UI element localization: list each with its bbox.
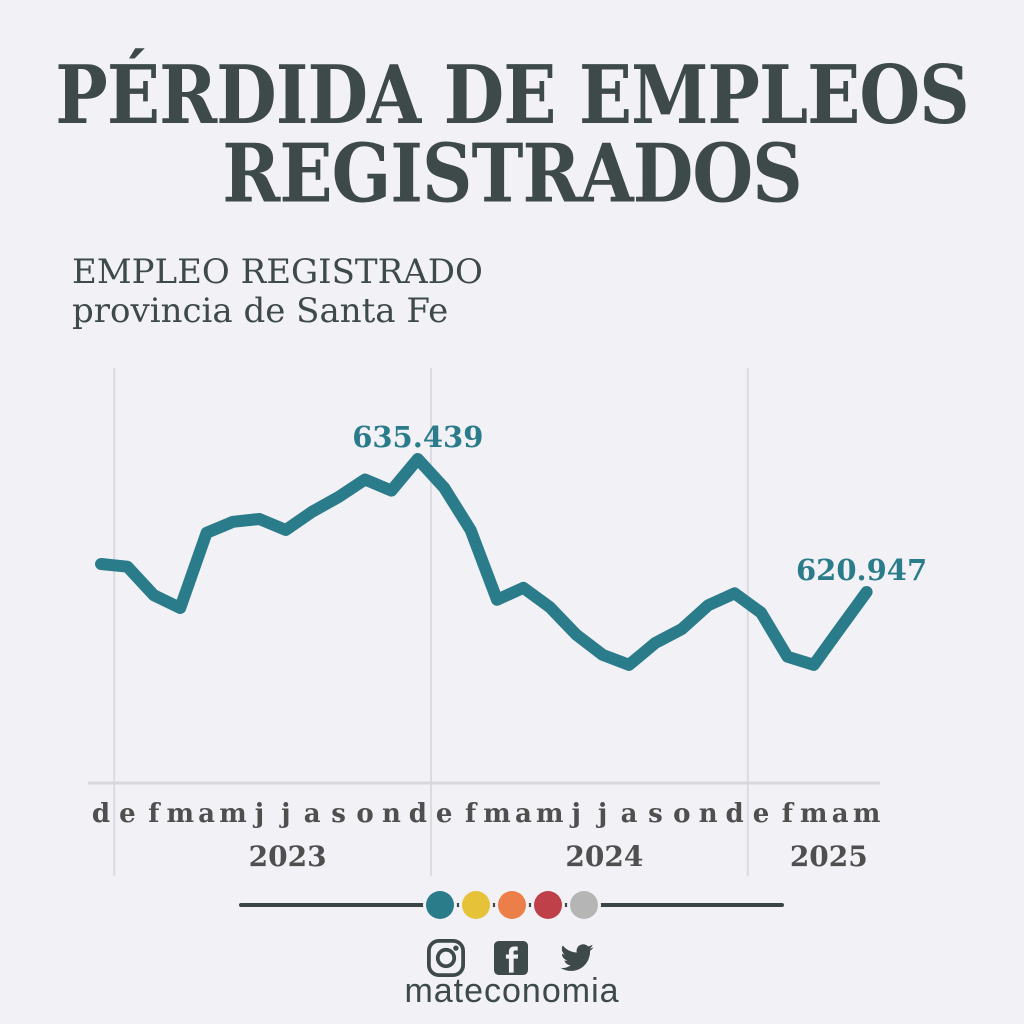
peak-value-label: 635.439 <box>352 420 483 454</box>
month-tick-label: j <box>279 799 290 829</box>
month-tick-label: j <box>596 799 607 829</box>
legend-dot-gray <box>570 891 598 919</box>
legend-dot-orange <box>498 891 526 919</box>
month-tick-label: e <box>119 799 136 829</box>
latest-value-label: 620.947 <box>796 553 927 587</box>
legend-dot-yellow <box>462 891 490 919</box>
month-tick-label: e <box>436 799 453 829</box>
month-tick-label: o <box>673 799 690 829</box>
month-tick-label: m <box>219 799 247 829</box>
month-tick-label: n <box>699 799 718 829</box>
year-label: 2024 <box>565 840 643 873</box>
social-icons-row <box>0 938 1024 978</box>
month-tick-label: d <box>92 799 110 829</box>
month-tick-label: m <box>800 799 828 829</box>
month-tick-label: s <box>648 799 663 829</box>
year-label: 2025 <box>790 840 868 873</box>
twitter-icon[interactable] <box>556 940 598 976</box>
month-tick-label: m <box>483 799 511 829</box>
month-tick-label: f <box>148 799 161 829</box>
month-tick-label: f <box>782 799 795 829</box>
month-tick-label: a <box>621 799 638 829</box>
title-line-2: REGISTRADOS <box>222 125 802 221</box>
month-tick-label: s <box>331 799 346 829</box>
month-tick-label: a <box>198 799 215 829</box>
month-tick-label: f <box>465 799 478 829</box>
chart-subtitle: EMPLEO REGISTRADO provincia de Santa Fe <box>72 252 483 332</box>
subtitle-line-2: provincia de Santa Fe <box>72 291 449 332</box>
month-tick-label: a <box>515 799 532 829</box>
month-tick-label: o <box>356 799 373 829</box>
month-tick-label: m <box>536 799 564 829</box>
month-tick-label: m <box>166 799 194 829</box>
title-line-1: PÉRDIDA DE EMPLEOS <box>55 47 969 143</box>
social-handle: mateconomia <box>404 972 620 1010</box>
year-label: 2023 <box>249 840 327 873</box>
month-tick-label: j <box>569 799 580 829</box>
legend-dot-red <box>534 891 562 919</box>
month-tick-label: m <box>853 799 881 829</box>
page-title: PÉRDIDA DE EMPLEOS REGISTRADOS <box>15 47 1008 221</box>
month-tick-label: j <box>253 799 264 829</box>
month-tick-label: a <box>304 799 321 829</box>
month-tick-label: d <box>726 799 744 829</box>
subtitle-line-1: EMPLEO REGISTRADO <box>72 252 483 292</box>
month-tick-label: a <box>832 799 849 829</box>
legend-dot-teal <box>426 891 454 919</box>
facebook-icon[interactable] <box>494 941 528 975</box>
month-tick-label: n <box>382 799 401 829</box>
employment-trend-line <box>95 453 873 671</box>
month-tick-label: e <box>753 799 770 829</box>
instagram-icon[interactable] <box>426 938 466 978</box>
month-tick-label: d <box>409 799 427 829</box>
